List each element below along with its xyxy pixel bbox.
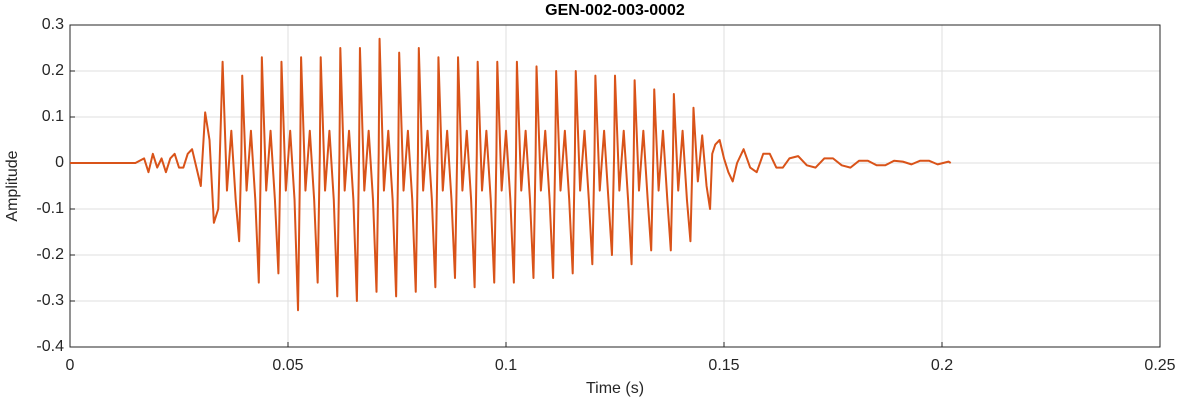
y-tick-label: -0.2: [36, 246, 64, 263]
chart-title: GEN-002-003-0002: [545, 2, 685, 19]
waveform-line: [70, 37, 952, 312]
x-tick-label: 0: [66, 357, 75, 374]
y-tick-label: -0.3: [36, 292, 64, 309]
y-tick-label: -0.4: [36, 338, 64, 355]
y-tick-label: 0.2: [42, 62, 64, 79]
y-tick-label: 0.3: [42, 16, 64, 33]
x-tick-label: 0.2: [931, 357, 953, 374]
y-tick-label: 0.1: [42, 108, 64, 125]
x-tick-label: 0.25: [1144, 357, 1175, 374]
x-tick-label: 0.05: [272, 357, 303, 374]
x-tick-label: 0.15: [708, 357, 739, 374]
x-axis-label: Time (s): [586, 380, 644, 397]
y-tick-label: 0: [55, 154, 64, 171]
x-tick-label: 0.1: [495, 357, 517, 374]
y-tick-label: -0.1: [36, 200, 64, 217]
plot-frame: [69, 24, 1161, 348]
y-axis-label: Amplitude: [4, 150, 21, 221]
